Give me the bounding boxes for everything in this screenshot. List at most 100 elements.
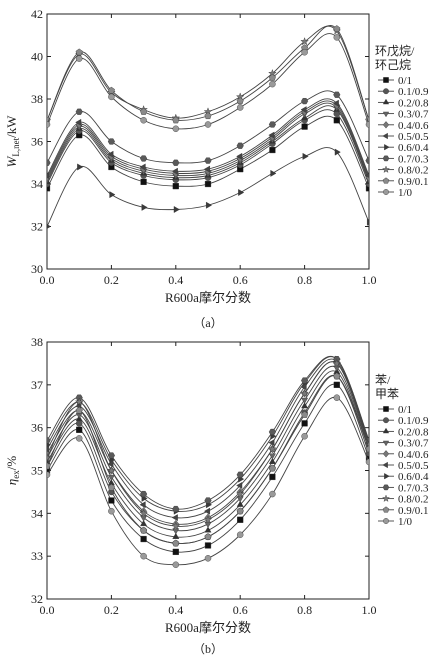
legend-marker — [382, 98, 390, 105]
data-point — [203, 515, 213, 524]
data-point — [140, 117, 147, 124]
data-point — [139, 508, 148, 517]
data-point — [268, 428, 276, 436]
legend-marker — [382, 177, 390, 184]
data-point — [302, 152, 309, 160]
legend-marker — [382, 155, 390, 162]
y-tick-label: 38 — [31, 335, 43, 349]
data-point — [75, 55, 83, 62]
legend-entry: 0.1/0.9 — [398, 86, 429, 98]
data-point — [75, 118, 82, 126]
chart-panel-a: 0.0 0.2 0.4 0.6 0.8 1.0 30 32 34 36 38 40 42 R600a摩尔分… — [4, 7, 429, 330]
series-line — [47, 356, 369, 512]
data-point — [107, 452, 115, 459]
data-point — [204, 157, 212, 164]
legend-marker — [383, 518, 389, 524]
legend-marker — [382, 450, 390, 458]
data-point — [173, 206, 180, 213]
data-point — [268, 444, 277, 453]
data-point — [333, 25, 341, 32]
y-tick-label: 40 — [31, 50, 43, 64]
data-point — [107, 138, 115, 145]
legend-entry: 0.9/0.1 — [398, 505, 429, 517]
legend-marker — [382, 427, 390, 434]
data-point — [268, 74, 276, 81]
data-point — [301, 397, 309, 404]
data-point — [236, 531, 244, 538]
x-tick-label: 0.0 — [40, 273, 55, 287]
data-point — [334, 148, 341, 156]
data-point — [203, 165, 211, 173]
legend-entry: 0.2/0.8 — [398, 426, 429, 438]
data-point — [75, 406, 83, 414]
data-point — [76, 426, 83, 433]
data-point — [108, 497, 115, 504]
plot-frame — [46, 13, 370, 270]
data-point — [204, 522, 212, 529]
data-point — [333, 394, 341, 401]
data-point — [238, 189, 245, 196]
y-axis-label-main: η — [4, 479, 19, 485]
legend-marker — [384, 473, 390, 480]
series-1-0 — [47, 394, 369, 568]
data-point — [140, 515, 148, 522]
data-point — [235, 489, 245, 498]
data-point — [75, 48, 83, 56]
data-point — [236, 482, 243, 489]
data-point — [237, 516, 244, 523]
x-tick-label: 0.6 — [233, 603, 248, 617]
y-axis-label-main: W — [4, 155, 19, 167]
data-point — [301, 432, 308, 440]
legend-marker — [383, 88, 389, 95]
legend-entry: 0.5/0.5 — [398, 460, 429, 472]
data-point — [204, 497, 212, 504]
legend-marker — [382, 121, 390, 129]
data-point — [171, 167, 178, 175]
data-point — [333, 91, 341, 98]
data-point — [268, 453, 276, 460]
y-tick-label: 36 — [31, 135, 43, 149]
data-point — [109, 191, 116, 199]
legend-marker — [382, 494, 390, 502]
data-point — [365, 157, 369, 164]
series-0.9-0.1 — [47, 25, 369, 124]
data-point — [364, 173, 369, 178]
legend-title: 甲苯 — [375, 387, 399, 401]
data-point — [47, 224, 52, 229]
data-point — [301, 377, 309, 384]
data-point — [204, 112, 212, 120]
data-point — [140, 535, 147, 543]
data-point — [141, 203, 148, 211]
data-point — [333, 381, 340, 388]
data-point — [300, 37, 309, 46]
data-point — [203, 507, 211, 515]
legend-title: 苯/ — [375, 373, 391, 387]
data-point — [172, 548, 179, 555]
data-point — [365, 445, 369, 453]
data-point — [107, 150, 114, 158]
x-tick-label: 0.2 — [104, 273, 119, 287]
y-tick-label: 33 — [31, 549, 43, 563]
legend-entry: 0.1/0.9 — [398, 415, 429, 427]
y-tick-label: 42 — [31, 7, 43, 21]
legend-entry: 1/0 — [398, 516, 413, 528]
y-tick-label: 38 — [31, 92, 43, 106]
data-point — [172, 159, 180, 166]
data-point — [236, 97, 244, 105]
data-point — [140, 108, 148, 115]
data-point — [107, 474, 115, 481]
data-point — [139, 501, 146, 509]
y-axis-label-unit: /% — [4, 456, 19, 471]
data-point — [171, 514, 178, 522]
data-point — [47, 121, 51, 128]
x-axis-label: R600a摩尔分数 — [165, 290, 251, 305]
data-point — [172, 561, 180, 568]
legend-marker — [383, 406, 389, 412]
legend-entry: 1/0 — [398, 187, 413, 199]
legend-entry: 0.7/0.3 — [398, 482, 429, 494]
legend-entry: 0.8/0.2 — [398, 165, 429, 177]
x-tick-label: 0.6 — [233, 273, 248, 287]
legend-entry: 0.7/0.3 — [398, 153, 429, 165]
data-point — [268, 439, 275, 447]
